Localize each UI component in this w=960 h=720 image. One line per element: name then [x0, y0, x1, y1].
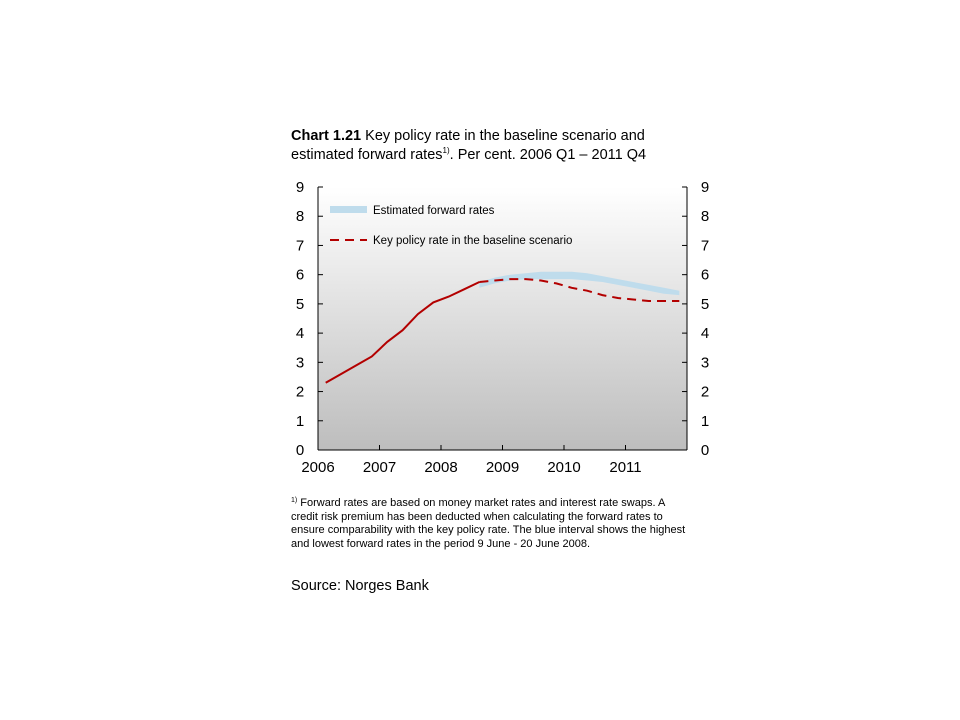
- y-tick-label-right: 7: [701, 237, 709, 254]
- y-tick-label-left: 5: [296, 296, 304, 313]
- y-tick-label-right: 1: [701, 413, 709, 430]
- footnote: 1) Forward rates are based on money mark…: [291, 497, 691, 551]
- legend: Estimated forward rates Key policy rate i…: [330, 205, 572, 247]
- y-tick-label-left: 9: [296, 179, 304, 196]
- x-tick-label: 2011: [609, 459, 641, 476]
- y-tick-label-left: 6: [296, 267, 304, 284]
- y-tick-label-right: 3: [701, 354, 709, 371]
- y-tick-label-left: 3: [296, 354, 304, 371]
- x-tick-label: 2007: [363, 459, 396, 476]
- x-tick-label: 2006: [301, 459, 334, 476]
- y-tick-label-right: 0: [701, 442, 709, 459]
- data-layer: [325, 271, 680, 384]
- x-tick-label: 2009: [486, 459, 519, 476]
- footnote-marker: 1): [291, 497, 298, 504]
- chart-number: Chart 1.21: [291, 128, 362, 144]
- policy-rate-line-dashed: [479, 278, 680, 302]
- y-tick-label-left: 7: [296, 237, 304, 254]
- chart-title-text: Key policy rate in the baseline scenario…: [291, 128, 645, 163]
- y-tick-label-right: 2: [701, 384, 709, 401]
- chart-title: Chart 1.21 Key policy rate in the baseli…: [291, 127, 711, 165]
- legend-swatch-forward-rates: [330, 206, 367, 213]
- forward-rates-band: [479, 271, 680, 296]
- legend-label-policy-rate: Key policy rate in the baseline scenario: [373, 235, 572, 247]
- y-tick-label-right: 9: [701, 179, 709, 196]
- axes: 0 0 1 1 2 2 3 3 4 4 5 5 6 6 7 7 8 8 9 9 2006 2007 2008 2009 2010…: [296, 179, 709, 476]
- y-tick-label-right: 6: [701, 267, 709, 284]
- legend-label-forward-rates: Estimated forward rates: [373, 205, 495, 217]
- plot-area: [318, 187, 687, 450]
- policy-rate-line-solid: [325, 281, 480, 384]
- y-tick-label-left: 8: [296, 208, 304, 225]
- x-tick-label: 2010: [547, 459, 580, 476]
- y-tick-label-right: 4: [701, 325, 709, 342]
- chart-subtitle-text: . Per cent. 2006 Q1 – 2011 Q4: [449, 147, 647, 163]
- y-tick-label-right: 5: [701, 296, 709, 313]
- x-tick-label: 2008: [424, 459, 457, 476]
- y-tick-label-left: 0: [296, 442, 304, 459]
- source-note: Source: Norges Bank: [291, 578, 429, 594]
- y-tick-label-left: 4: [296, 325, 304, 342]
- y-tick-label-left: 1: [296, 413, 304, 430]
- footnote-text: Forward rates are based on money market …: [291, 497, 686, 550]
- y-tick-label-left: 2: [296, 384, 304, 401]
- title-footnote-marker: 1): [442, 146, 450, 155]
- y-tick-label-right: 8: [701, 208, 709, 225]
